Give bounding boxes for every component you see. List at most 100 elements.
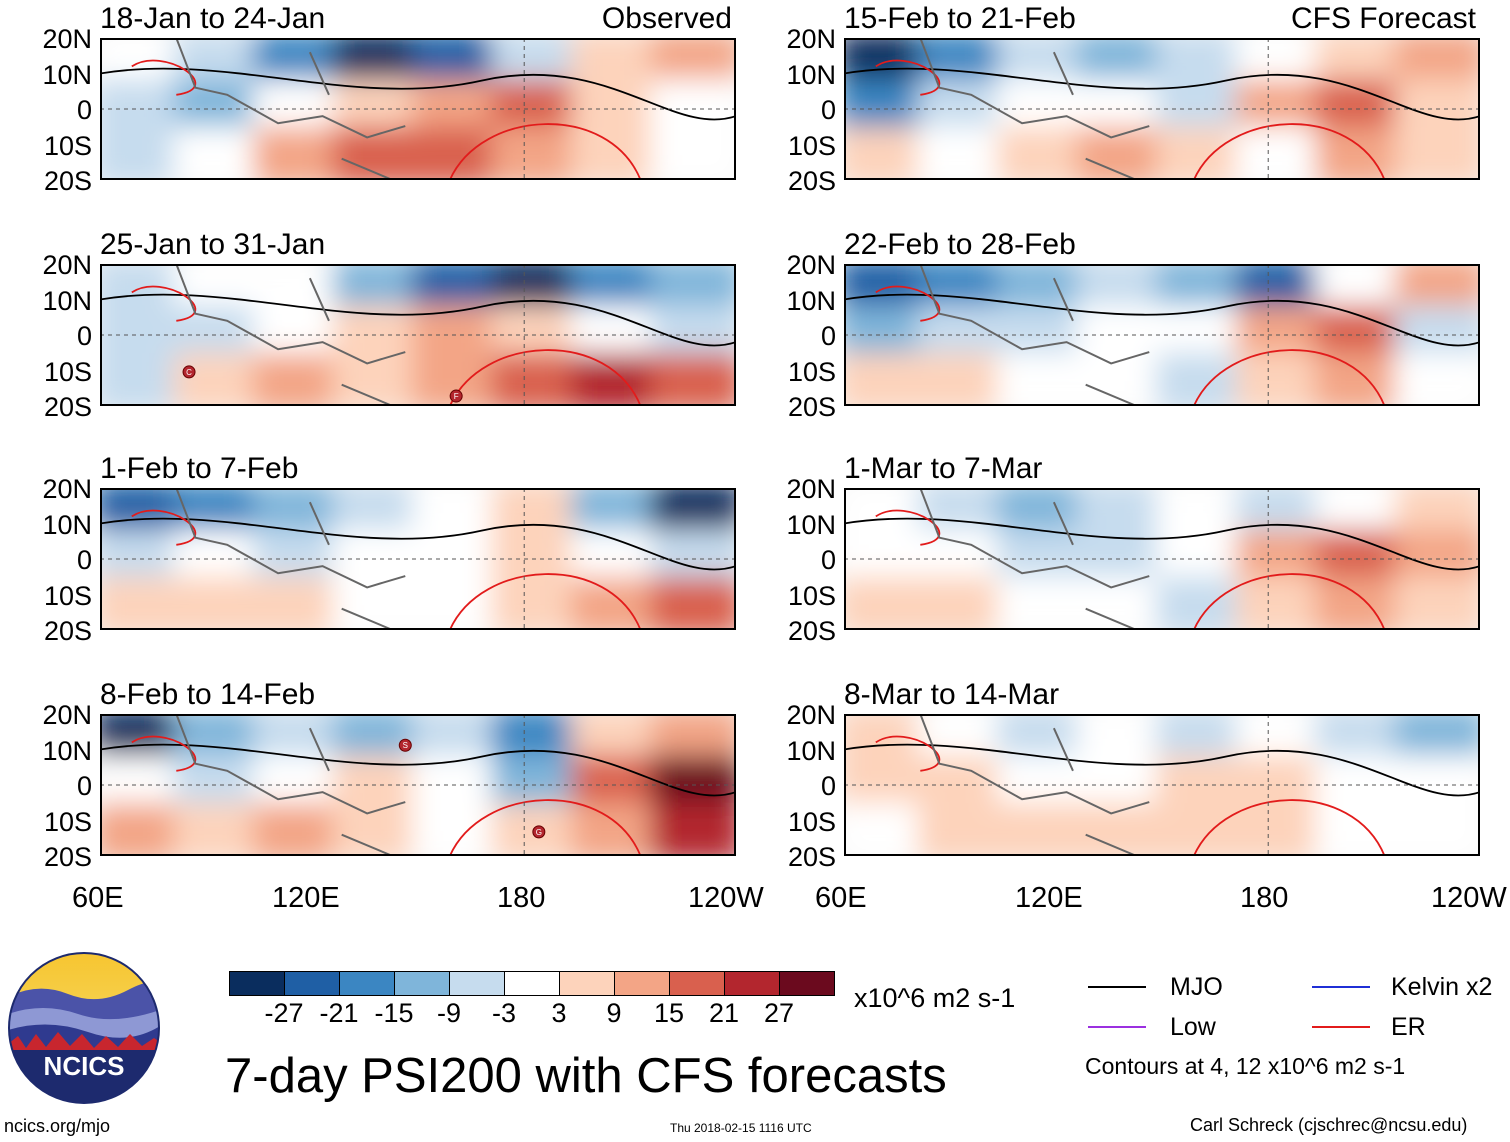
contour-line (131, 285, 196, 322)
contour-line (844, 67, 1480, 121)
lon-label-right-120w: 120W (1431, 882, 1507, 914)
colorbar-label: 15 (653, 998, 685, 1028)
colorbar-swatch (724, 971, 780, 996)
legend-er-line (1312, 1026, 1370, 1028)
colorbar-swatch (394, 971, 450, 996)
cyclone-marker (182, 365, 196, 379)
timestamp: Thu 2018-02-15 1116 UTC (670, 1121, 812, 1135)
cyclone-marker (398, 738, 412, 752)
lat-label: 10S (43, 130, 92, 161)
coastline (175, 38, 406, 180)
lat-label: 0 (820, 771, 836, 801)
lat-label: 10S (43, 806, 92, 837)
contour-line (448, 573, 642, 630)
lat-label: 10S (787, 356, 836, 387)
lat-label: 10S (787, 580, 836, 611)
psi200-map (844, 38, 1480, 180)
lat-label: 10N (786, 735, 836, 766)
lat-label: 10S (787, 130, 836, 161)
contour-line (100, 67, 736, 121)
contour-line (1192, 799, 1386, 856)
map-frame (100, 264, 736, 406)
legend-kelvin-label: Kelvin x2 (1391, 973, 1493, 1001)
lat-label: 10S (43, 580, 92, 611)
lon-label-right-120e: 120E (1015, 882, 1083, 914)
panel-title: 8-Feb to 14-Feb (100, 678, 316, 711)
site-link[interactable]: ncics.org/mjo (4, 1116, 111, 1136)
coastline (919, 264, 1150, 406)
panel-title: 15-Feb to 21-Feb (844, 2, 1076, 35)
colorbar-label: 27 (763, 998, 795, 1028)
contour-line (875, 509, 940, 546)
contour-line (875, 285, 940, 322)
lat-label: 20N (786, 700, 836, 730)
contour-line (1192, 573, 1386, 630)
colorbar-swatch (229, 971, 285, 996)
coastline (919, 38, 1150, 180)
legend-mjo-label: MJO (1170, 973, 1223, 1001)
panel-title: 8-Mar to 14-Mar (844, 678, 1060, 711)
lat-label: 20N (42, 250, 92, 280)
lat-label: 0 (820, 321, 836, 351)
lat-label: 20S (43, 616, 92, 646)
main-title: 7-day PSI200 with CFS forecasts (225, 1049, 947, 1103)
lat-label: 0 (76, 545, 92, 575)
colorbar-swatch (669, 971, 725, 996)
lat-label: 20S (787, 166, 836, 196)
logo-text: NCICS (44, 1051, 125, 1081)
map-frame (100, 38, 736, 180)
lat-label: 20N (42, 24, 92, 54)
lat-label: 20S (43, 166, 92, 196)
colorbar-label: 21 (708, 998, 740, 1028)
colorbar-label: -27 (264, 998, 304, 1028)
contour-line (131, 735, 196, 772)
lon-label-right-60e: 60E (815, 882, 867, 914)
psi200-map (844, 264, 1480, 406)
lat-label: 10S (43, 356, 92, 387)
colorbar-label: -21 (319, 998, 359, 1028)
contour-line (100, 517, 736, 571)
colorbar-label: -9 (436, 998, 462, 1028)
lat-label: 20S (787, 842, 836, 872)
panel-tag: Observed (601, 2, 732, 35)
ncics-logo: NCICS (8, 952, 160, 1104)
legend-er-label: ER (1391, 1013, 1426, 1041)
colorbar-label: -3 (491, 998, 517, 1028)
lat-label: 10N (42, 509, 92, 540)
contour-line (448, 123, 642, 180)
colorbar-label: 3 (551, 998, 567, 1028)
lat-label: 0 (76, 321, 92, 351)
psi200-map (844, 488, 1480, 630)
colorbar-units: x10^6 m2 s-1 (854, 983, 1016, 1013)
contour-line (1192, 349, 1386, 406)
lat-label: 20S (787, 392, 836, 422)
lat-label: 20N (786, 250, 836, 280)
lat-label: 0 (820, 95, 836, 125)
map-frame (844, 488, 1480, 630)
panel-title: 22-Feb to 28-Feb (844, 228, 1076, 261)
contour-line (844, 743, 1480, 797)
contour-line (100, 743, 736, 797)
contour-line (448, 349, 642, 406)
coastline (175, 488, 406, 630)
lat-label: 0 (76, 95, 92, 125)
cyclone-letter: C (186, 368, 192, 377)
legend-low-line (1088, 1026, 1146, 1028)
panel-title: 25-Jan to 31-Jan (100, 228, 326, 261)
lon-label-left-180: 180 (497, 882, 546, 914)
panel-title: 1-Mar to 7-Mar (844, 452, 1043, 485)
colorbar-swatch (559, 971, 615, 996)
cyclone-letter: G (536, 828, 542, 837)
colorbar-swatch (614, 971, 670, 996)
lat-label: 10N (42, 285, 92, 316)
contour-line (875, 735, 940, 772)
lat-label: 10N (786, 59, 836, 90)
map-frame (100, 488, 736, 630)
contour-line (844, 293, 1480, 347)
lat-label: 20N (42, 474, 92, 504)
map-frame (844, 714, 1480, 856)
lat-label: 10N (786, 509, 836, 540)
lon-label-left-120e: 120E (272, 882, 340, 914)
colorbar-swatch (339, 971, 395, 996)
map-frame (844, 38, 1480, 180)
